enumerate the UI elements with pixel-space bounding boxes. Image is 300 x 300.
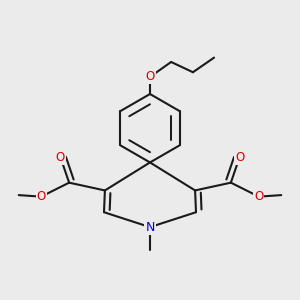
Text: N: N [145, 220, 155, 234]
Text: O: O [235, 151, 244, 164]
Text: O: O [37, 190, 46, 203]
Text: O: O [56, 151, 65, 164]
Text: O: O [146, 70, 154, 83]
Text: O: O [254, 190, 263, 203]
